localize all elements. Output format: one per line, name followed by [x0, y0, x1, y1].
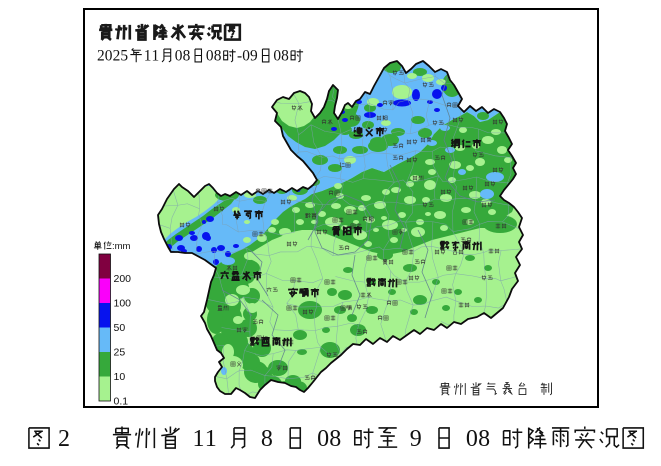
svg-text:2: 2	[58, 426, 70, 452]
svg-text:08: 08	[466, 426, 490, 452]
svg-text:9: 9	[410, 426, 422, 452]
svg-text:0.1: 0.1	[114, 396, 129, 408]
svg-text:100: 100	[114, 298, 132, 310]
svg-text:08: 08	[317, 426, 341, 452]
svg-text:08: 08	[273, 48, 289, 65]
svg-text:11: 11	[193, 426, 217, 452]
svg-text:08: 08	[206, 48, 222, 65]
svg-text:11: 11	[144, 48, 160, 65]
svg-text::mm: :mm	[112, 241, 131, 252]
svg-text:25: 25	[114, 347, 126, 359]
svg-text:2025: 2025	[97, 48, 128, 65]
svg-text:-09: -09	[237, 48, 258, 65]
svg-text:200: 200	[114, 273, 132, 285]
svg-text:08: 08	[175, 48, 191, 65]
svg-text:10: 10	[114, 371, 126, 383]
svg-text:50: 50	[114, 322, 126, 334]
svg-text:8: 8	[261, 426, 273, 452]
